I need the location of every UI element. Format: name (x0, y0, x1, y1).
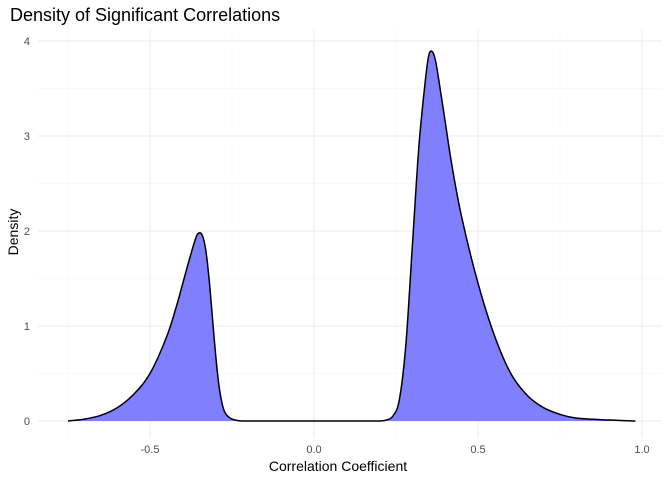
x-tick-label: 0.5 (470, 444, 485, 456)
density-line-0 (67, 50, 636, 422)
chart-title: Density of Significant Correlations (10, 5, 280, 25)
y-axis-label: Density (5, 209, 21, 256)
x-tick-label: 1.0 (634, 444, 649, 456)
x-tick-label: -0.5 (141, 444, 160, 456)
y-tick-label: 4 (24, 36, 30, 48)
x-tick-label: 0.0 (306, 444, 321, 456)
y-tick-label: 0 (24, 416, 30, 428)
x-axis-label: Correlation Coefficient (269, 458, 407, 474)
y-tick-label: 3 (24, 131, 30, 143)
y-tick-label: 1 (24, 321, 30, 333)
marks (67, 50, 636, 422)
tick-labels: -0.5 0.0 0.5 1.0 0 1 2 3 4 (24, 36, 650, 456)
y-tick-label: 2 (24, 226, 30, 238)
density-area-0 (68, 51, 636, 422)
grid (38, 30, 662, 438)
